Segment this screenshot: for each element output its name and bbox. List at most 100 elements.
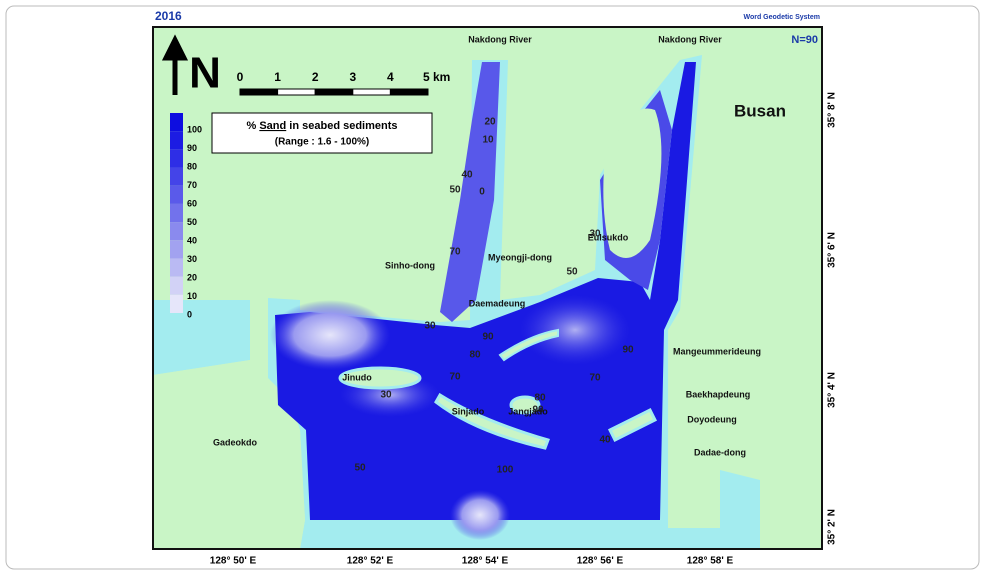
place-name: Jinudo xyxy=(342,372,372,382)
legend-title: % Sand in seabed sediments xyxy=(246,120,397,132)
scale-tick: 3 xyxy=(349,70,356,84)
legend-level: 70 xyxy=(187,180,197,190)
legend-level: 30 xyxy=(187,254,197,264)
contour-label: 100 xyxy=(497,465,514,476)
map-body: 1009080708090507030505040201007030904030… xyxy=(153,27,822,549)
contour-label: 50 xyxy=(354,463,366,474)
legend-title-part: Sand xyxy=(259,120,286,132)
contour-label: 90 xyxy=(532,405,544,416)
place-name: Sinjado xyxy=(452,406,485,416)
longitude-label: 128° 50' E xyxy=(210,556,257,567)
place-name: Gadeokdo xyxy=(213,437,258,447)
legend-level: 80 xyxy=(187,161,197,171)
scale-tick: 2 xyxy=(312,70,319,84)
contour-label: 50 xyxy=(566,267,578,278)
contour-label: 30 xyxy=(424,321,436,332)
scale-end: 5 km xyxy=(423,70,450,84)
scale-tick: 0 xyxy=(237,70,244,84)
latitude-label: 35° 2' N xyxy=(827,509,838,545)
legend-title-part: % xyxy=(246,120,256,132)
legend-level: 40 xyxy=(187,235,197,245)
legend-level: 90 xyxy=(187,143,197,153)
place-name: Busan xyxy=(734,101,786,120)
legend-level: 10 xyxy=(187,291,197,301)
north-arrow xyxy=(161,34,189,95)
place-name: Nakdong River xyxy=(468,34,532,44)
place-name: Nakdong River xyxy=(658,34,722,44)
place-labels: Nakdong River Nakdong River Busan Eulsukdo M… xyxy=(213,34,786,457)
island xyxy=(603,108,662,258)
place-name: Jangjado xyxy=(508,406,548,416)
place-name: Eulsukdo xyxy=(588,232,629,242)
contour-label: 90 xyxy=(622,345,634,356)
legend-range: (Range : 1.6 - 100%) xyxy=(275,137,369,148)
legend-level: 20 xyxy=(187,272,197,282)
island xyxy=(509,395,541,415)
longitude-label: 128° 52' E xyxy=(347,556,394,567)
contour-label: 50 xyxy=(449,185,461,196)
contour-label: 80 xyxy=(469,350,481,361)
longitude-label: 128° 56' E xyxy=(577,556,624,567)
place-name: Baekhapdeung xyxy=(686,389,751,399)
contour-label: 0 xyxy=(479,187,485,198)
place-name: Doyodeung xyxy=(687,414,737,424)
datum: Word Geodetic System xyxy=(743,14,820,21)
island xyxy=(338,366,422,390)
axis-labels: 128° 50' E 128° 52' E 128° 54' E 128° 56' E… xyxy=(210,92,838,567)
island xyxy=(498,328,559,362)
legend-swatch xyxy=(170,222,183,241)
low-sand-zone xyxy=(270,300,390,370)
low-sand-zone xyxy=(450,490,510,540)
scale-tick: 4 xyxy=(387,70,394,84)
sea xyxy=(153,300,250,375)
contour-label: 70 xyxy=(449,247,461,258)
place-name: Daemadeung xyxy=(469,298,526,308)
legend-swatch xyxy=(170,185,183,204)
legend-swatch xyxy=(170,240,183,259)
contour-label: 30 xyxy=(589,229,601,240)
contour-label: 20 xyxy=(484,117,496,128)
legend-box xyxy=(211,112,433,154)
contour-label: 30 xyxy=(380,390,392,401)
legend-swatch xyxy=(170,167,183,186)
legend-swatch xyxy=(170,131,183,150)
longitude-label: 128° 58' E xyxy=(687,556,734,567)
legend-swatch xyxy=(170,276,183,295)
island xyxy=(153,360,305,549)
legend-level: 100 xyxy=(187,124,202,134)
legend-level: 50 xyxy=(187,217,197,227)
scale-segment xyxy=(389,88,429,96)
legend-title-part: in seabed sediments xyxy=(289,120,397,132)
scale-tick: 1 xyxy=(274,70,281,84)
place-name: Myeongji-dong xyxy=(488,252,552,262)
contour-label: 10 xyxy=(482,135,494,146)
scale-segment xyxy=(314,88,354,96)
contour-label: 40 xyxy=(599,435,611,446)
latitude-label: 35° 8' N xyxy=(827,92,838,128)
legend-level: 0 xyxy=(187,309,192,319)
scale-segment xyxy=(352,88,391,96)
legend-swatch xyxy=(170,294,183,313)
legend-level: 60 xyxy=(187,198,197,208)
legend-swatch xyxy=(170,203,183,223)
longitude-label: 128° 54' E xyxy=(462,556,509,567)
place-name: Dadae-dong xyxy=(694,447,746,457)
contour-label: 80 xyxy=(534,393,546,404)
low-sand-zone xyxy=(520,295,630,365)
latitude-label: 35° 6' N xyxy=(827,232,838,268)
contour-label: 70 xyxy=(449,372,461,383)
scale-bar: 0 1 2 3 4 5 km xyxy=(237,70,450,96)
latitude-label: 35° 4' N xyxy=(827,372,838,408)
sample-count: N=90 xyxy=(791,34,818,46)
legend-swatch xyxy=(170,149,183,168)
channel xyxy=(440,62,500,322)
year: 2016 xyxy=(155,9,182,23)
scale-segment xyxy=(239,88,279,96)
island xyxy=(434,392,550,450)
contour-label: 40 xyxy=(461,170,473,181)
map-border xyxy=(152,26,823,550)
place-name: Sinho-dong xyxy=(385,260,435,270)
